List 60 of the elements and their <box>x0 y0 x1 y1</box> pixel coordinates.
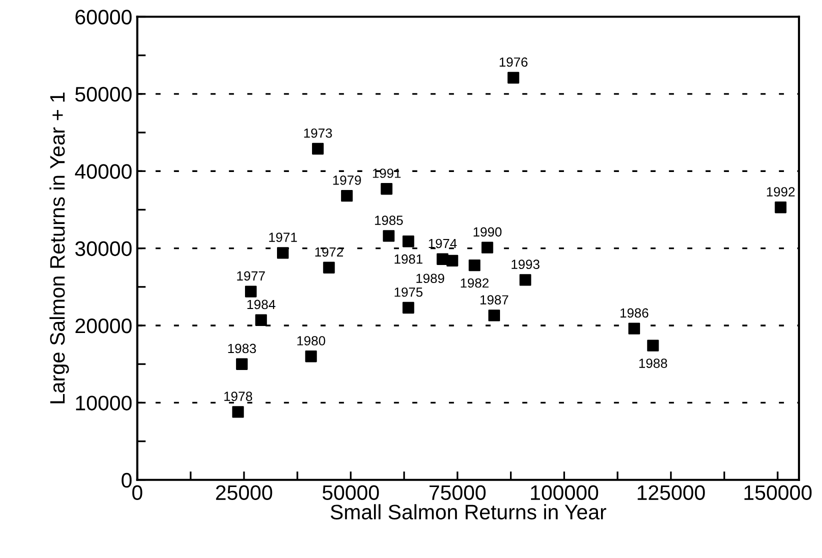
point <box>244 286 257 298</box>
y-axis-title: Large Salmon Returns in Year + 1 <box>50 92 69 404</box>
point <box>468 259 480 272</box>
annotation: 1984 <box>247 300 276 310</box>
annotation: 1982 <box>460 278 489 288</box>
point <box>481 242 494 254</box>
point <box>488 310 500 322</box>
y-tick-label: 50000 <box>75 86 132 102</box>
point <box>341 190 353 202</box>
point <box>323 262 335 274</box>
point <box>774 202 786 214</box>
point <box>402 302 414 314</box>
annotation: 1989 <box>416 274 444 284</box>
annotation: 1986 <box>620 308 648 318</box>
point <box>380 183 392 195</box>
point <box>277 247 289 259</box>
annotation: 1975 <box>394 287 422 297</box>
x-tick-label: 150000 <box>744 485 812 500</box>
annotation: 1971 <box>269 232 297 242</box>
point <box>232 406 244 418</box>
point <box>508 72 520 84</box>
y-tick-label: 20000 <box>76 318 132 334</box>
point <box>305 350 317 362</box>
annotation: 1990 <box>474 227 502 237</box>
point <box>312 142 324 155</box>
annotation: 1992 <box>766 187 795 196</box>
y-tick-label: 0 <box>122 472 132 488</box>
point <box>402 236 414 248</box>
x-tick-label: 0 <box>132 485 142 500</box>
annotation: 1983 <box>228 344 256 354</box>
x-tick-label: 75000 <box>430 485 486 500</box>
annotation: 1991 <box>372 168 401 178</box>
annotation: 1988 <box>639 358 668 368</box>
point <box>628 322 640 334</box>
annotation: 1981 <box>394 254 422 264</box>
x-axis-title: Small Salmon Returns in Year <box>330 504 606 520</box>
point <box>647 340 659 352</box>
annotation: 1985 <box>375 216 403 226</box>
point <box>255 314 267 326</box>
annotation: 1977 <box>237 271 265 281</box>
y-tick-label: 60000 <box>76 10 132 24</box>
point <box>236 358 248 370</box>
annotation: 1976 <box>500 57 528 67</box>
annotation: 1974 <box>428 238 457 248</box>
annotation: 1973 <box>304 128 332 138</box>
annotation: 1980 <box>297 336 326 346</box>
x-tick-label: 100000 <box>531 485 598 500</box>
annotation: 1979 <box>333 176 361 185</box>
point <box>519 274 532 286</box>
y-tick-label: 30000 <box>75 241 132 256</box>
point <box>382 230 395 242</box>
point <box>446 254 458 267</box>
y-tick-label: 40000 <box>74 164 132 179</box>
x-tick-label: 125000 <box>638 485 705 500</box>
x-tick-label: 25000 <box>216 485 272 500</box>
annotation: 1978 <box>224 392 252 402</box>
x-tick-label: 50000 <box>322 485 379 500</box>
annotation: 1993 <box>512 260 540 270</box>
y-tick-label: 10000 <box>76 396 132 410</box>
annotation: 1987 <box>480 295 508 305</box>
